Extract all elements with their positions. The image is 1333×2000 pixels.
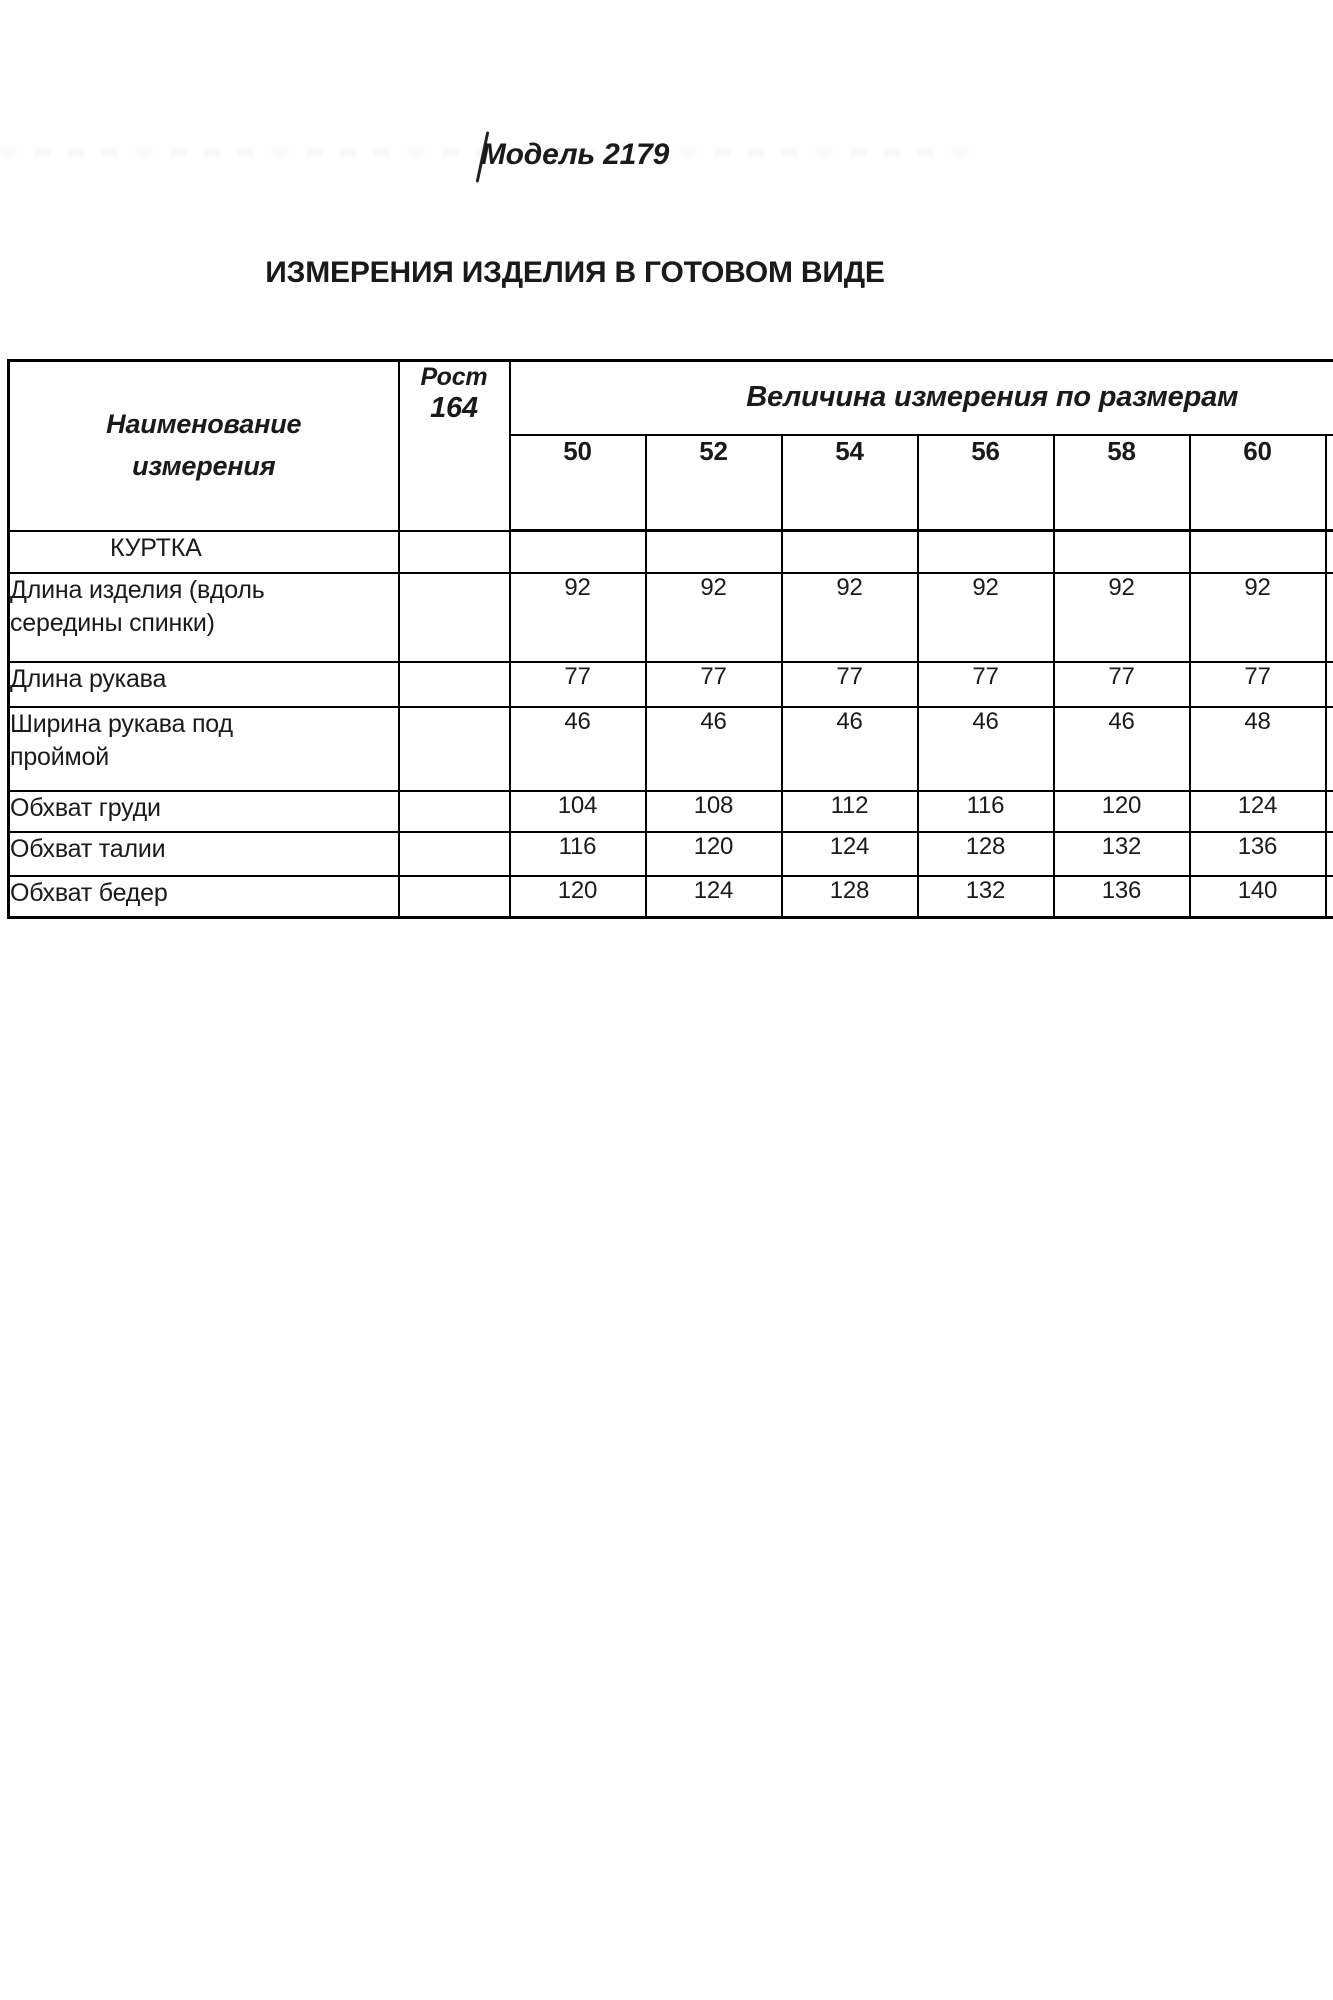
measurement-value-cell: 77 [916, 660, 1055, 708]
measurement-value-cell [644, 529, 783, 574]
measurement-value-cell: 112 [780, 789, 919, 833]
cutoff-value-cell [1324, 789, 1333, 833]
measurement-label-cell: Обхват груди [7, 789, 400, 833]
size-column-header: 56 [916, 433, 1055, 532]
measurement-value-cell: 128 [916, 830, 1055, 877]
measurement-value-cell: 132 [916, 874, 1055, 919]
height-value: 164 [430, 392, 478, 424]
height-empty-cell [397, 830, 511, 877]
measurement-value-cell: 116 [508, 830, 647, 877]
measurement-value-cell: 46 [780, 705, 919, 792]
document-title: Модель 2179 [480, 138, 670, 171]
measurement-value-cell: 92 [780, 571, 919, 663]
measurement-value-cell: 132 [1052, 830, 1191, 877]
cutoff-size-column-header [1324, 433, 1333, 532]
height-empty-cell [397, 874, 511, 919]
name-column-header: Наименование измерения [7, 359, 400, 532]
measurement-value-cell: 124 [644, 874, 783, 919]
measurement-value-cell: 124 [780, 830, 919, 877]
measurement-value-cell: 120 [508, 874, 647, 919]
measurement-label-cell: Ширина рукава под проймой [7, 705, 400, 792]
measurement-value-cell: 77 [1188, 660, 1327, 708]
section-label-cell: КУРТКА [7, 529, 400, 574]
measurement-value-cell [1188, 529, 1327, 574]
measurement-value-cell [508, 529, 647, 574]
cutoff-value-cell [1324, 571, 1333, 663]
height-empty-cell [397, 571, 511, 663]
sizes-group-header: Величина измерения по размерам [508, 359, 1333, 436]
measurement-value-cell: 124 [1188, 789, 1327, 833]
size-column-header: 50 [508, 433, 647, 532]
measurement-value-cell [916, 529, 1055, 574]
table-row: Ширина рукава под проймой 46 46 46 46 46 48 [7, 705, 1333, 792]
table-row: Длина рукава 77 77 77 77 77 77 [7, 660, 1333, 708]
measurement-value-cell: 46 [644, 705, 783, 792]
measurement-value-cell: 92 [1188, 571, 1327, 663]
height-column-header: Рост 164 [397, 359, 511, 532]
measurement-value-cell: 46 [916, 705, 1055, 792]
size-column-header: 52 [644, 433, 783, 532]
height-empty-cell [397, 789, 511, 833]
scan-noise-artifact [0, 148, 980, 157]
table-row: Длина изделия (вдоль середины спинки) 92 9… [7, 571, 1333, 663]
measurement-label-cell: Длина изделия (вдоль середины спинки) [7, 571, 400, 663]
measurement-value-cell: 77 [644, 660, 783, 708]
measurement-value-cell: 120 [1052, 789, 1191, 833]
measurement-value-cell: 46 [1052, 705, 1191, 792]
measurement-value-cell: 136 [1052, 874, 1191, 919]
measurement-value-cell: 48 [1188, 705, 1327, 792]
measurement-value-cell: 92 [1052, 571, 1191, 663]
measurement-value-cell: 77 [508, 660, 647, 708]
cutoff-value-cell [1324, 529, 1333, 574]
measurement-value-cell: 104 [508, 789, 647, 833]
measurement-value-cell: 128 [780, 874, 919, 919]
table-row: Обхват бедер 120 124 128 132 136 140 [7, 874, 1333, 919]
measurement-value-cell: 92 [508, 571, 647, 663]
table-row: Обхват талии 116 120 124 128 132 136 [7, 830, 1333, 877]
measurements-table: Наименование измерения Рост 164 Величина… [7, 359, 1333, 919]
size-column-header: 54 [780, 433, 919, 532]
measurement-value-cell: 140 [1188, 874, 1327, 919]
table-row: Обхват груди 104 108 112 116 120 124 [7, 789, 1333, 833]
measurement-label-cell: Длина рукава [7, 660, 400, 708]
measurement-value-cell: 92 [644, 571, 783, 663]
height-label: Рост [420, 363, 488, 391]
cutoff-value-cell [1324, 830, 1333, 877]
measurement-label-cell: Обхват бедер [7, 874, 400, 919]
table-row: КУРТКА [7, 529, 1333, 574]
measurement-value-cell [1052, 529, 1191, 574]
document-heading: ИЗМЕРЕНИЯ ИЗДЕЛИЯ В ГОТОВОМ ВИДЕ [265, 256, 885, 289]
height-empty-cell [397, 529, 511, 574]
measurement-value-cell: 46 [508, 705, 647, 792]
measurement-value-cell: 116 [916, 789, 1055, 833]
height-empty-cell [397, 660, 511, 708]
measurement-value-cell: 77 [780, 660, 919, 708]
measurement-value-cell: 77 [1052, 660, 1191, 708]
cutoff-value-cell [1324, 705, 1333, 792]
cutoff-value-cell [1324, 660, 1333, 708]
size-column-header: 60 [1188, 433, 1327, 532]
measurement-value-cell: 108 [644, 789, 783, 833]
measurement-value-cell: 92 [916, 571, 1055, 663]
height-empty-cell [397, 705, 511, 792]
measurement-value-cell [780, 529, 919, 574]
cutoff-value-cell [1324, 874, 1333, 919]
size-column-header: 58 [1052, 433, 1191, 532]
table-clip-region: Наименование измерения Рост 164 Величина… [7, 359, 1333, 959]
measurement-label-cell: Обхват талии [7, 830, 400, 877]
measurement-value-cell: 120 [644, 830, 783, 877]
measurement-value-cell: 136 [1188, 830, 1327, 877]
